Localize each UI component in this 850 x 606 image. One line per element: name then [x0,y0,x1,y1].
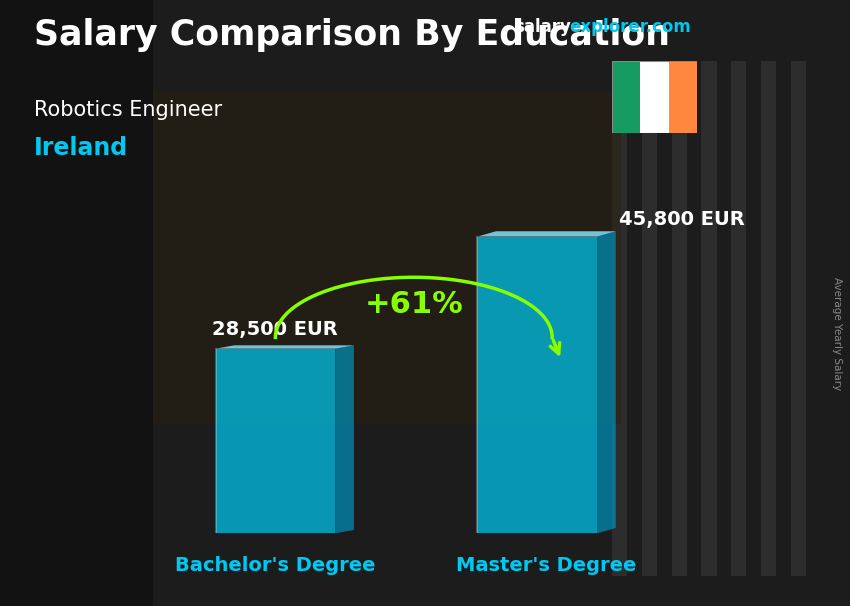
Text: Salary Comparison By Education: Salary Comparison By Education [34,18,670,52]
Bar [731,61,746,576]
Polygon shape [216,348,335,533]
Text: Robotics Engineer: Robotics Engineer [34,100,222,120]
Bar [761,61,776,576]
Text: explorer.com: explorer.com [570,18,691,36]
Bar [153,91,620,424]
Bar [0,0,153,606]
Polygon shape [335,345,354,533]
Polygon shape [478,236,597,533]
Polygon shape [597,231,615,533]
Bar [672,61,687,576]
Bar [669,61,697,133]
Bar [642,61,657,576]
Text: salary: salary [514,18,571,36]
Polygon shape [478,231,615,236]
Bar [612,61,627,576]
Text: Average Yearly Salary: Average Yearly Salary [832,277,842,390]
Text: +61%: +61% [365,290,463,319]
Text: Ireland: Ireland [34,136,128,161]
Bar [701,61,717,576]
Bar [790,61,806,576]
Text: Bachelor's Degree: Bachelor's Degree [175,556,376,575]
Text: Master's Degree: Master's Degree [456,556,637,575]
Polygon shape [216,345,354,348]
Text: 45,800 EUR: 45,800 EUR [620,210,745,229]
Bar [612,61,640,133]
Bar [640,61,669,133]
Text: 28,500 EUR: 28,500 EUR [212,320,337,339]
